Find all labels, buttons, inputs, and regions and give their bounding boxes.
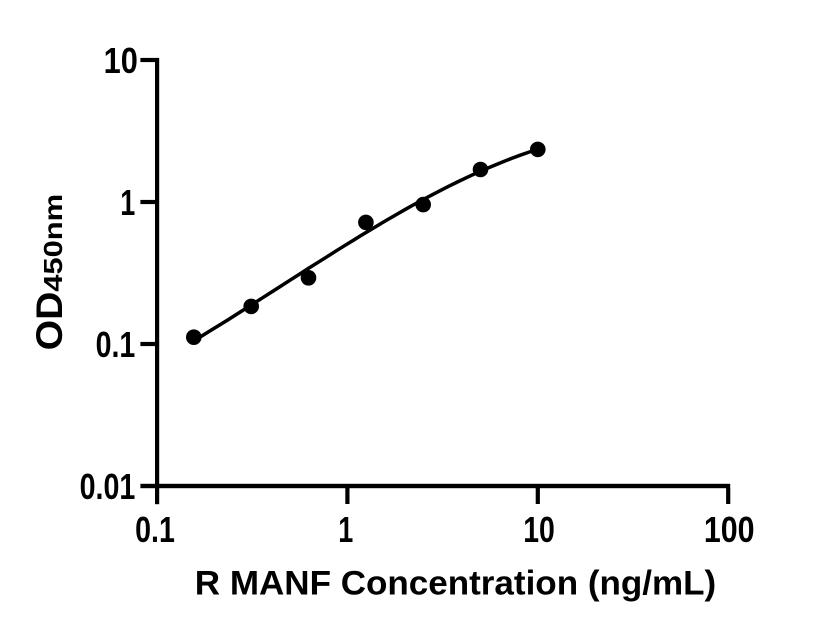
svg-text:1: 1 — [338, 509, 353, 550]
svg-text:0.1: 0.1 — [96, 324, 136, 365]
svg-text:0.1: 0.1 — [135, 509, 175, 550]
svg-text:10: 10 — [104, 40, 138, 81]
svg-text:10: 10 — [523, 509, 555, 550]
svg-text:1: 1 — [120, 182, 135, 223]
svg-text:0.01: 0.01 — [80, 466, 136, 507]
svg-text:OD: OD — [29, 292, 70, 351]
svg-text:450nm: 450nm — [38, 194, 68, 292]
svg-text:100: 100 — [704, 509, 755, 550]
svg-text:R MANF Concentration (ng/mL): R MANF Concentration (ng/mL) — [195, 564, 716, 602]
